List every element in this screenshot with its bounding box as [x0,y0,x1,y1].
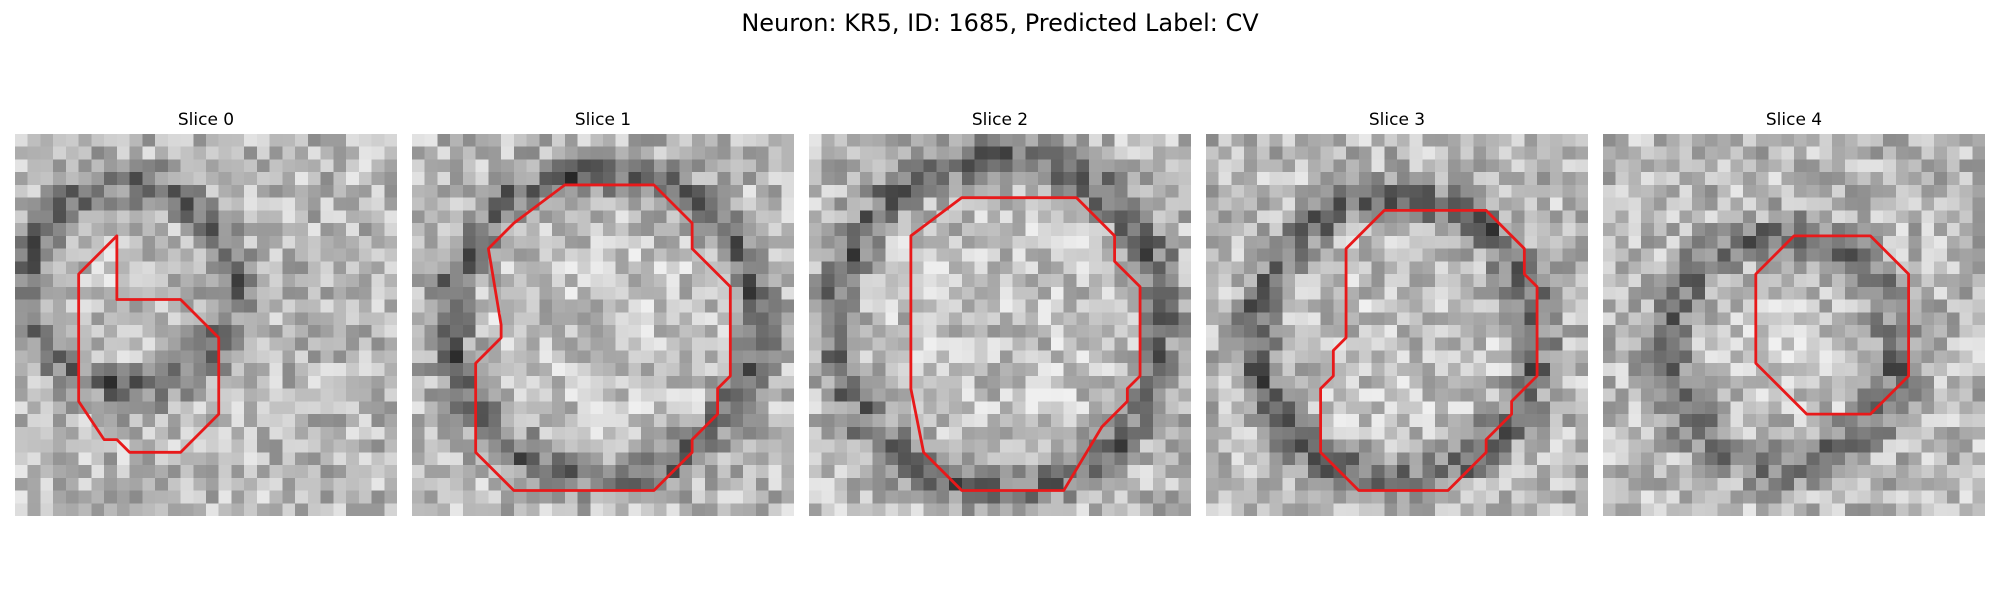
contour-outline [1319,208,1539,492]
slice-image [1206,134,1588,516]
slice-panel-4: Slice 4 [1603,108,1985,526]
slice-title: Slice 2 [971,110,1029,130]
pixel-grid [809,134,1191,516]
slice-title: Slice 0 [177,110,235,130]
slice-panel-3: Slice 3 [1206,108,1588,526]
slice-panel-0: Slice 0 [15,108,397,526]
contour-outline [909,196,1142,492]
slice-image [1603,134,1985,516]
pixel-grid [1206,134,1588,516]
slice-panel-2: Slice 2 [809,108,1191,526]
pixel-grid [15,134,397,516]
pixel-grid [1603,134,1985,516]
slice-panel-1: Slice 1 [412,108,794,526]
slice-title: Slice 1 [574,110,632,130]
pixel-grid [412,134,794,516]
contour-outline [474,183,732,492]
contour-outline [1754,234,1911,416]
slice-title: Slice 3 [1368,110,1426,130]
slice-image [15,134,397,516]
slice-image [809,134,1191,516]
slice-title: Slice 4 [1765,110,1823,130]
slice-image [412,134,794,516]
figure-title: Neuron: KR5, ID: 1685, Predicted Label: … [741,9,1259,37]
contour-outline [77,234,221,454]
